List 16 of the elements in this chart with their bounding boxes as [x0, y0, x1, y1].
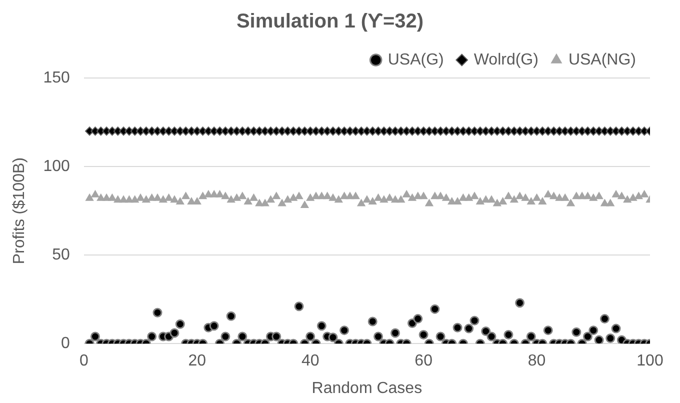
x-tick-label: 60	[414, 352, 433, 370]
x-tick-label: 80	[528, 352, 546, 370]
chart-title: Simulation 1 (ϒ=32)	[236, 10, 424, 33]
x-axis-title: Random Cases	[312, 380, 422, 397]
legend-label: USA(NG)	[568, 51, 636, 68]
y-tick-label: 150	[43, 69, 70, 86]
y-tick-label: 100	[43, 158, 70, 175]
x-tick-label: 20	[188, 352, 206, 370]
x-tick-label: 0	[79, 352, 88, 370]
y-tick-label: 50	[52, 246, 70, 264]
x-tick-label: 40	[301, 352, 320, 370]
legend-label: USA(G)	[388, 51, 444, 68]
y-tick-label: 0	[60, 335, 70, 352]
y-axis-title: Profits ($100B)	[11, 157, 28, 264]
legend-label: Wolrd(G)	[474, 51, 538, 68]
x-tick-label: 100	[636, 352, 664, 370]
